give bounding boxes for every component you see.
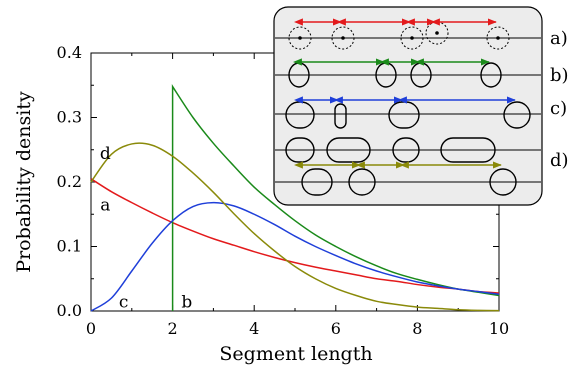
y-tick-label: 0.2 xyxy=(57,172,82,191)
inset-box xyxy=(273,6,543,206)
curve-labels: a b c d xyxy=(100,144,193,312)
inset-particle xyxy=(503,101,531,129)
inset-particle xyxy=(348,168,376,196)
inset-segment-lines xyxy=(275,37,541,183)
series-lines xyxy=(90,84,500,312)
x-tick-label: 2 xyxy=(168,319,178,338)
x-tick-label: 10 xyxy=(489,319,509,338)
inset-point-circle xyxy=(400,26,424,50)
series-line-d xyxy=(90,142,500,312)
series-line-a xyxy=(90,178,500,294)
x-tick-label: 4 xyxy=(249,319,259,338)
curve-label-a: a xyxy=(100,196,110,216)
inset-point-dot xyxy=(410,36,414,40)
y-tick-label: 0.0 xyxy=(57,301,82,320)
inset-point-circle xyxy=(288,26,312,50)
inset-particle xyxy=(480,62,502,88)
inset-row-label: a) xyxy=(550,28,568,49)
y-tick-label: 0.4 xyxy=(57,43,82,62)
inset-row-labels: a) b) c) d) xyxy=(550,28,569,171)
curve-label-d: d xyxy=(100,144,111,164)
y-tick-label: 0.1 xyxy=(57,237,82,256)
inset-arrows xyxy=(292,18,516,169)
inset-point-circle xyxy=(425,21,449,45)
inset-point-dot xyxy=(496,36,500,40)
series-line-b xyxy=(171,84,500,311)
curve-label-b: b xyxy=(181,292,192,312)
inset-particle xyxy=(489,168,517,196)
inset-point-dot xyxy=(298,36,302,40)
y-axis-label: Probability density xyxy=(13,91,35,273)
inset-diagram: a) b) c) d) xyxy=(273,6,569,206)
inset-point-circle xyxy=(486,26,510,50)
inset-row-label: d) xyxy=(550,150,569,171)
inset-row-label: b) xyxy=(550,65,569,86)
y-tick-label: 0.3 xyxy=(57,108,82,127)
x-axis-ticks: 0 2 4 6 8 10 xyxy=(86,53,509,338)
inset-point-dot xyxy=(341,36,345,40)
x-tick-label: 6 xyxy=(331,319,341,338)
inset-point-dot xyxy=(435,31,439,35)
curve-label-c: c xyxy=(119,292,129,312)
inset-particle xyxy=(334,103,347,129)
inset-point-circle xyxy=(331,26,355,50)
x-tick-label: 0 xyxy=(86,319,96,338)
x-tick-label: 8 xyxy=(412,319,422,338)
inset-row-label: c) xyxy=(550,98,567,119)
inset-particle xyxy=(301,168,333,196)
y-axis-ticks: 0.0 0.1 0.2 0.3 0.4 xyxy=(57,43,499,320)
series-line-c xyxy=(90,201,500,312)
x-axis-label: Segment length xyxy=(219,343,372,365)
